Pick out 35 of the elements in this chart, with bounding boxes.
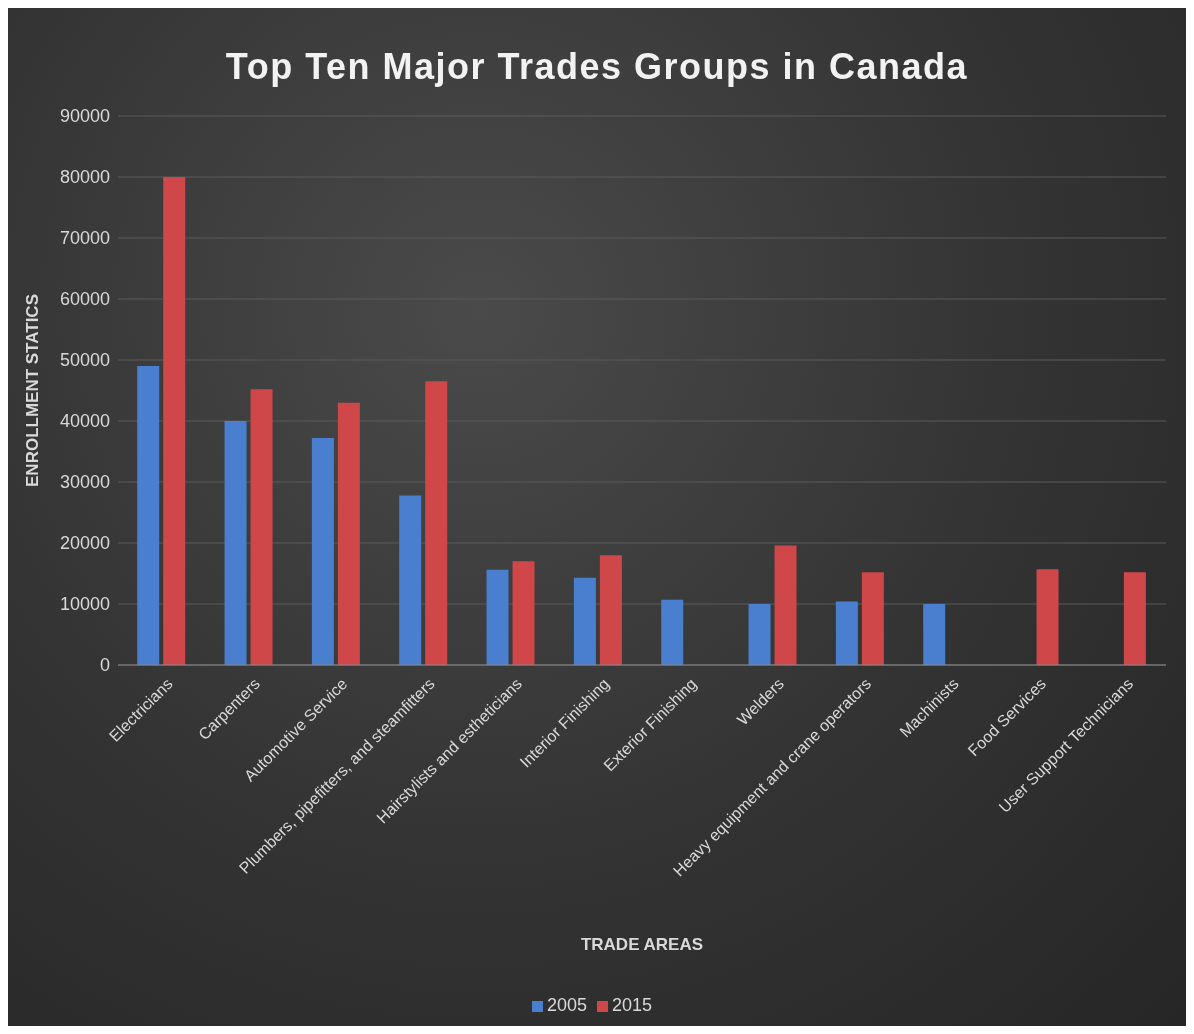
bar (861, 572, 884, 665)
bar (425, 381, 448, 665)
bar (163, 177, 186, 665)
bar (137, 366, 160, 665)
x-axis-title: TRADE AREAS (580, 935, 704, 954)
bar (399, 495, 422, 665)
bar (250, 389, 273, 665)
bar (224, 421, 247, 665)
y-tick-label: 10000 (59, 594, 110, 615)
chart-title: Top Ten Major Trades Groups in Canada (224, 45, 970, 89)
bar (661, 599, 684, 665)
bar (512, 561, 535, 665)
y-tick-label: 20000 (59, 533, 110, 554)
legend-label: 2005 (546, 995, 587, 1015)
y-axis-title: ENROLLMENT STATICS (23, 294, 43, 487)
bar (1123, 572, 1146, 665)
legend-label: 2015 (612, 995, 653, 1015)
bar (486, 569, 509, 665)
bar (573, 577, 596, 665)
y-tick-label: 50000 (59, 350, 110, 371)
bar (923, 604, 946, 665)
bar (835, 601, 858, 665)
bar (599, 555, 622, 665)
y-tick-label: 60000 (59, 289, 110, 310)
bar (337, 402, 360, 665)
y-tick-label: 80000 (59, 167, 110, 188)
y-tick-label: 30000 (59, 472, 110, 493)
y-tick-label: 70000 (59, 228, 110, 249)
y-tick-label: 90000 (59, 106, 110, 127)
bar (748, 604, 771, 665)
y-tick-label: 0 (99, 655, 110, 676)
y-tick-label: 40000 (59, 411, 110, 432)
bar (774, 545, 797, 665)
bar (311, 438, 334, 665)
bar (1036, 569, 1059, 665)
